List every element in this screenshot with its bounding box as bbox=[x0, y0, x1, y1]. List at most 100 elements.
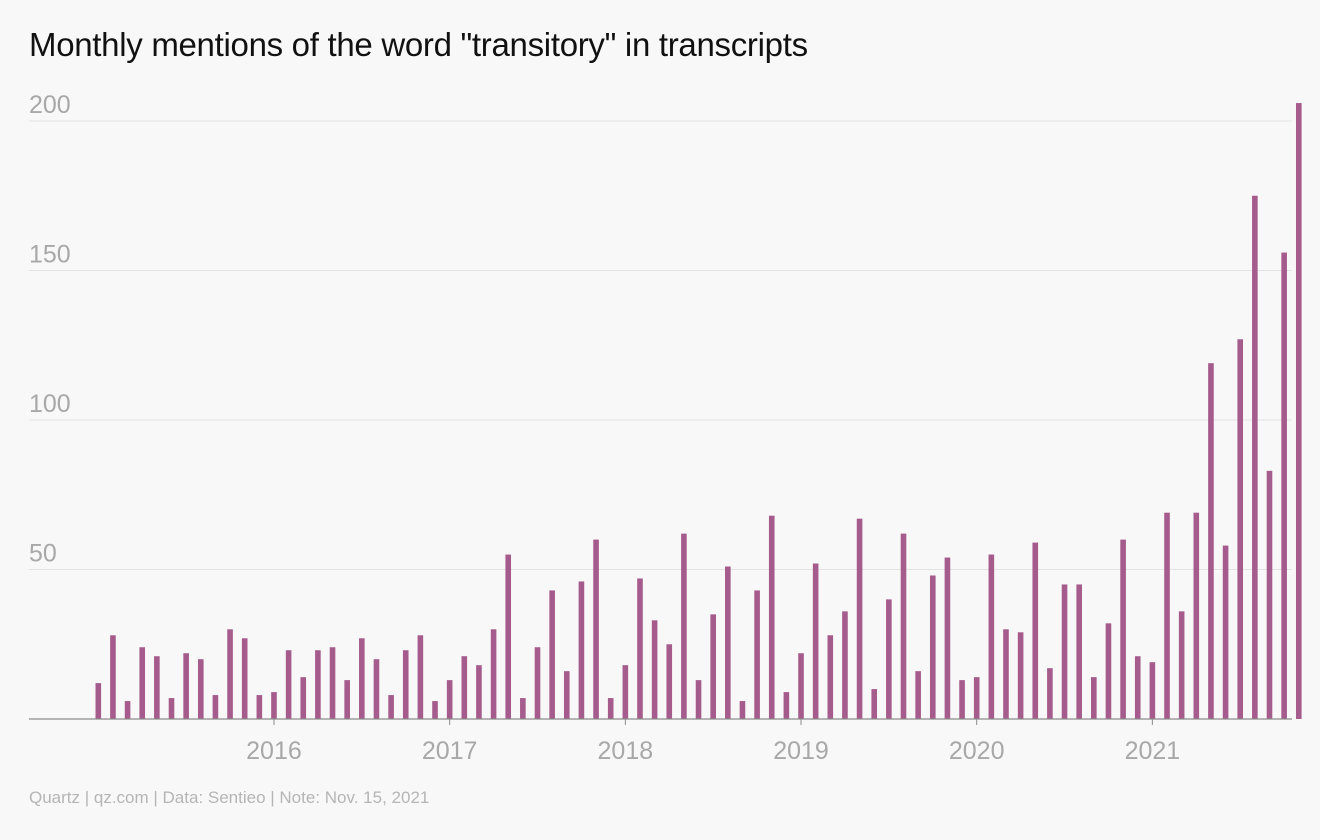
bar bbox=[563, 671, 570, 719]
bar bbox=[710, 614, 716, 719]
bar bbox=[227, 629, 233, 719]
bar bbox=[637, 578, 643, 719]
source-footer: Quartz | qz.com | Data: Sentieo | Note: … bbox=[29, 788, 430, 807]
bar bbox=[139, 647, 146, 719]
x-tick-label: 2019 bbox=[773, 737, 829, 765]
y-tick-label: 50 bbox=[29, 540, 57, 568]
y-tick-label: 100 bbox=[29, 390, 71, 418]
bar bbox=[1003, 629, 1009, 719]
bar bbox=[300, 677, 307, 719]
bar bbox=[1017, 632, 1024, 719]
bar bbox=[1091, 677, 1097, 719]
bar bbox=[944, 557, 951, 719]
bar bbox=[388, 695, 394, 719]
bar bbox=[871, 689, 878, 719]
bar bbox=[1193, 512, 1200, 719]
bar bbox=[168, 698, 175, 719]
bar bbox=[285, 650, 292, 719]
y-tick-label: 200 bbox=[29, 91, 71, 119]
bar bbox=[1237, 339, 1244, 719]
bar bbox=[432, 701, 438, 719]
bar bbox=[534, 647, 541, 719]
bar bbox=[461, 656, 468, 719]
bar bbox=[725, 566, 731, 719]
bar bbox=[798, 653, 804, 719]
x-axis-ticks: 2016 2017 2018 2019 2020 2021 bbox=[246, 719, 1180, 765]
bar bbox=[1222, 545, 1229, 719]
x-tick-label: 2021 bbox=[1125, 737, 1181, 765]
bar bbox=[1252, 195, 1258, 719]
bar bbox=[768, 515, 775, 719]
bar bbox=[1281, 252, 1287, 719]
gridlines bbox=[29, 120, 1292, 570]
y-axis-ticks: 50 100 150 200 bbox=[29, 91, 71, 568]
bar bbox=[1061, 584, 1068, 719]
bar bbox=[505, 554, 512, 719]
bar bbox=[1032, 542, 1039, 719]
bar bbox=[666, 644, 673, 719]
bar bbox=[402, 650, 409, 719]
bar bbox=[842, 611, 848, 719]
bar bbox=[373, 659, 380, 719]
bar bbox=[183, 653, 189, 719]
chart-title: Monthly mentions of the word "transitory… bbox=[29, 26, 808, 63]
bar bbox=[1134, 656, 1141, 719]
x-tick-label: 2018 bbox=[598, 737, 654, 765]
bar bbox=[651, 620, 658, 719]
bar bbox=[578, 581, 585, 719]
bar bbox=[241, 638, 248, 719]
x-tick-label: 2017 bbox=[422, 737, 478, 765]
bar bbox=[1047, 668, 1053, 719]
bar bbox=[886, 599, 892, 719]
bar bbox=[520, 698, 526, 719]
bar bbox=[695, 680, 702, 719]
x-tick-label: 2020 bbox=[949, 737, 1005, 765]
bar bbox=[329, 647, 336, 719]
bar bbox=[783, 692, 790, 719]
bar bbox=[417, 635, 424, 719]
bar bbox=[549, 590, 555, 719]
bar bbox=[929, 575, 936, 719]
bar bbox=[344, 680, 350, 719]
bar bbox=[681, 533, 687, 719]
bar bbox=[1266, 470, 1273, 719]
bar bbox=[256, 695, 263, 719]
bar bbox=[271, 692, 277, 719]
bar bbox=[154, 656, 160, 719]
bar bbox=[959, 680, 965, 719]
bar bbox=[973, 677, 980, 719]
bar bbox=[1178, 611, 1185, 719]
bar bbox=[110, 635, 116, 719]
bar bbox=[490, 629, 497, 719]
bar bbox=[315, 650, 321, 719]
bar bbox=[812, 563, 819, 719]
bar bbox=[1164, 512, 1170, 719]
bar bbox=[1105, 623, 1112, 719]
bar bbox=[1076, 584, 1082, 719]
bar bbox=[476, 665, 482, 719]
bar bbox=[1295, 103, 1302, 719]
bar bbox=[1120, 539, 1126, 719]
bar bbox=[988, 554, 995, 719]
bar bbox=[754, 590, 760, 719]
bar bbox=[900, 533, 907, 719]
bar bbox=[915, 671, 921, 719]
bar bbox=[1208, 363, 1214, 719]
x-tick-label: 2016 bbox=[246, 737, 302, 765]
bar bbox=[95, 683, 102, 719]
bar bbox=[197, 659, 204, 719]
bar bbox=[856, 518, 863, 719]
bar bbox=[593, 539, 599, 719]
bar bbox=[446, 680, 453, 719]
y-tick-label: 150 bbox=[29, 241, 71, 269]
bar bbox=[739, 701, 746, 719]
bar bbox=[622, 665, 629, 719]
bar bbox=[607, 698, 614, 719]
bar bbox=[124, 701, 131, 719]
bars bbox=[95, 103, 1302, 719]
bar bbox=[827, 635, 834, 719]
bar bbox=[1149, 662, 1156, 719]
bar bbox=[359, 638, 365, 719]
bar bbox=[212, 695, 219, 719]
